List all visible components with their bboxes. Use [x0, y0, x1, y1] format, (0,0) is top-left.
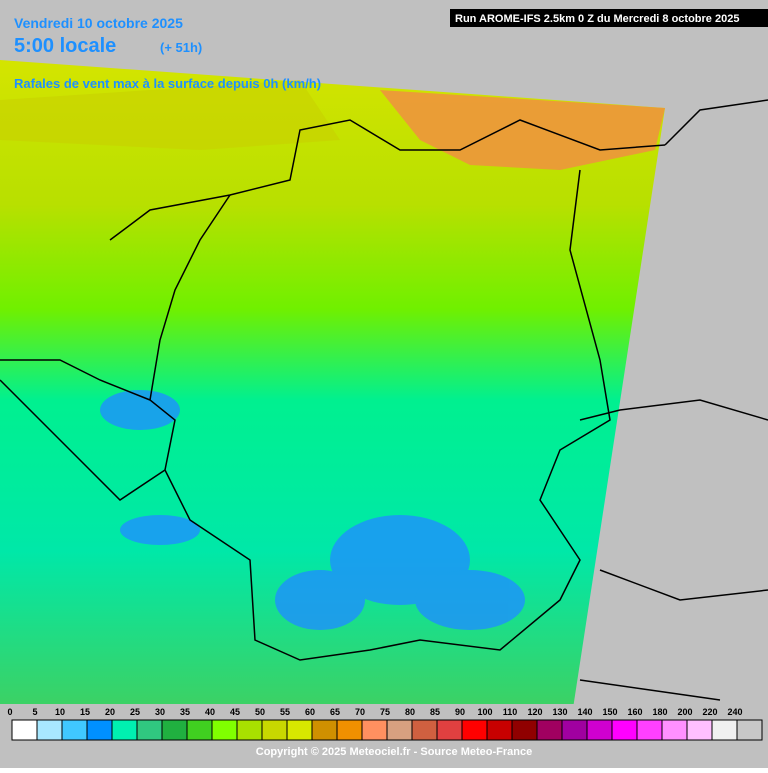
legend-swatch [711, 719, 738, 741]
run-info: Run AROME-IFS 2.5km 0 Z du Mercredi 8 oc… [455, 13, 739, 25]
lead-time: (+ 51h) [160, 40, 202, 55]
legend-label: 130 [552, 707, 567, 717]
legend-swatch [411, 719, 438, 741]
legend-label: 10 [55, 707, 65, 717]
wind-field [0, 60, 665, 715]
legend-label: 30 [155, 707, 165, 717]
legend-label: 100 [477, 707, 492, 717]
legend-label: 40 [205, 707, 215, 717]
legend-swatch [461, 719, 488, 741]
legend-swatch [186, 719, 213, 741]
borders [0, 99, 768, 701]
legend-label: 180 [652, 707, 667, 717]
legend-swatch [211, 719, 238, 741]
legend-swatch [561, 719, 588, 741]
legend-swatch [136, 719, 163, 741]
legend: 0 5 10 15 20 25 30 35 40 45 50 55 60 65 70 75 80 85 90 100 1… [7, 707, 763, 741]
legend-label: 60 [305, 707, 315, 717]
gust-zone-mid [0, 80, 340, 150]
legend-swatch [436, 719, 463, 741]
legend-label: 220 [702, 707, 717, 717]
legend-label: 240 [727, 707, 742, 717]
legend-label: 65 [330, 707, 340, 717]
legend-swatch [636, 719, 663, 741]
legend-label: 55 [280, 707, 290, 717]
legend-label: 80 [405, 707, 415, 717]
legend-swatch [11, 719, 38, 741]
legend-swatch [61, 719, 88, 741]
legend-swatch [361, 719, 388, 741]
legend-swatch [511, 719, 538, 741]
legend-swatch [736, 719, 763, 741]
legend-label: 160 [627, 707, 642, 717]
gust-zone-low [100, 390, 525, 630]
legend-label: 15 [80, 707, 90, 717]
legend-swatch [236, 719, 263, 741]
legend-swatch [286, 719, 313, 741]
legend-swatch [661, 719, 688, 741]
legend-label: 0 [7, 707, 12, 717]
legend-label: 90 [455, 707, 465, 717]
legend-swatch [536, 719, 563, 741]
legend-label: 120 [527, 707, 542, 717]
legend-label: 35 [180, 707, 190, 717]
legend-swatch [311, 719, 338, 741]
legend-swatch [36, 719, 63, 741]
legend-label: 20 [105, 707, 115, 717]
legend-label: 25 [130, 707, 140, 717]
legend-label: 75 [380, 707, 390, 717]
legend-label: 70 [355, 707, 365, 717]
legend-label: 110 [503, 707, 518, 717]
copyright: Copyright © 2025 Meteociel.fr - Source M… [256, 746, 532, 758]
legend-swatch [86, 719, 113, 741]
time: 5:00 locale [14, 35, 116, 57]
legend-label: 140 [577, 707, 592, 717]
legend-label: 5 [32, 707, 37, 717]
legend-label: 45 [230, 707, 240, 717]
legend-swatch [686, 719, 713, 741]
legend-swatch [486, 719, 513, 741]
date: Vendredi 10 octobre 2025 [14, 15, 183, 31]
legend-swatch [586, 719, 613, 741]
legend-swatch [336, 719, 363, 741]
run-banner [450, 9, 768, 27]
legend-label: 85 [430, 707, 440, 717]
legend-label: 50 [255, 707, 265, 717]
legend-label: 150 [602, 707, 617, 717]
parameter: Rafales de vent max à la surface depuis … [14, 76, 321, 91]
legend-swatch [111, 719, 138, 741]
legend-label: 200 [677, 707, 692, 717]
legend-swatch [261, 719, 288, 741]
legend-swatch [386, 719, 413, 741]
legend-swatch [611, 719, 638, 741]
legend-swatch [161, 719, 188, 741]
